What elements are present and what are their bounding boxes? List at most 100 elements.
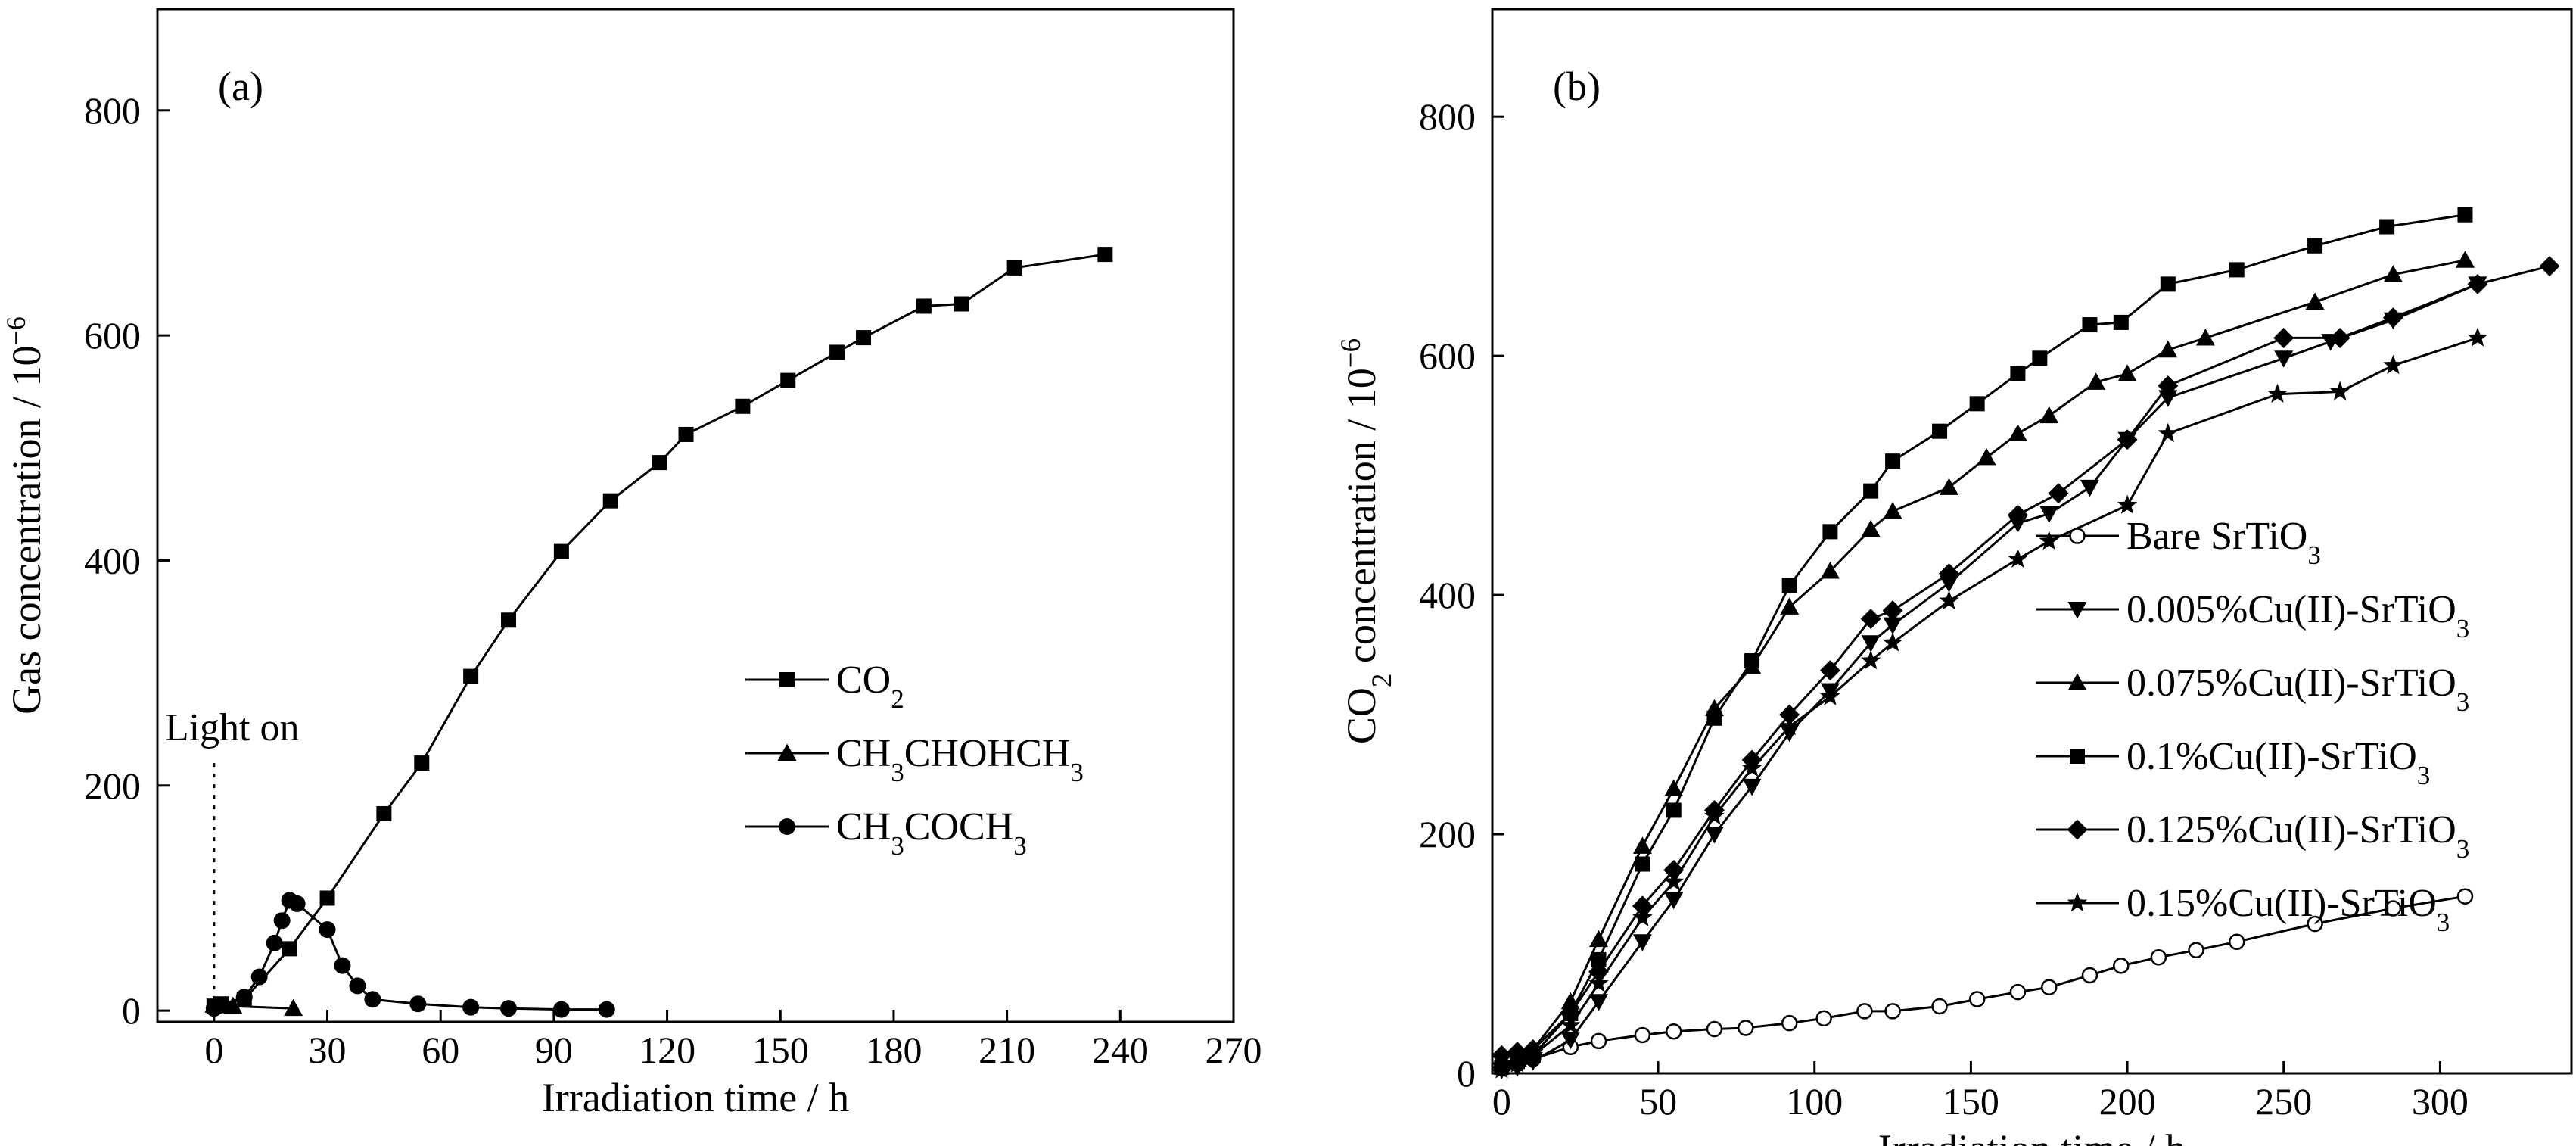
data-point <box>1560 1032 1580 1050</box>
x-tick-label: 50 <box>1639 1080 1677 1123</box>
data-point <box>1939 478 1958 495</box>
legend: CO2 CH3CHOHCH3 CH3COCH3 <box>745 659 1084 861</box>
data-point <box>2379 219 2395 235</box>
legend-marker <box>779 672 795 687</box>
data-point <box>282 941 297 957</box>
data-point <box>319 890 335 906</box>
y-axis-title: Gas concentration / 10−6 <box>1 316 49 715</box>
chart-panel-b: 0 50 100 150 200 250 300 0 200 400 600 800 Irradiati… <box>1336 8 2573 1146</box>
data-point <box>1632 907 1653 926</box>
data-point <box>2195 328 2215 346</box>
data-point <box>1006 260 1022 276</box>
data-point <box>1883 502 1902 519</box>
plot-frame <box>156 8 1235 1023</box>
data-point <box>349 977 366 995</box>
data-point <box>1884 1003 1901 1020</box>
x-tick-label: 100 <box>1786 1080 1843 1123</box>
data-point <box>2382 307 2403 329</box>
data-point <box>2160 276 2176 292</box>
x-tick-label: 210 <box>978 1029 1035 1071</box>
data-point <box>598 1001 615 1018</box>
data-point <box>2455 251 2475 268</box>
data-point <box>1779 704 1800 725</box>
data-point <box>2467 273 2488 294</box>
data-point <box>1781 578 1797 593</box>
series-line <box>1501 259 2466 1065</box>
legend-label: CH3CHOHCH3 <box>836 732 1084 787</box>
data-point <box>2228 933 2245 950</box>
x-tick-label: 60 <box>422 1029 459 1071</box>
data-point <box>954 296 969 312</box>
x-tick-label: 90 <box>535 1029 573 1071</box>
legend-marker <box>2067 673 2087 690</box>
data-point <box>1663 871 1684 891</box>
data-point <box>1491 1045 1512 1066</box>
data-point <box>2158 422 2179 443</box>
x-axis-title: Irradiation time / h <box>542 1075 849 1120</box>
data-point <box>1634 1026 1651 1044</box>
data-point <box>1779 715 1800 736</box>
chart-panel-a: 0 30 60 90 120 150 180 210 240 270 0 200 400 600 800 Ir… <box>1 8 1262 1120</box>
x-tick-label: 30 <box>309 1029 347 1071</box>
data-point <box>2307 238 2323 254</box>
legend-label: CO2 <box>836 659 904 714</box>
data-point <box>1969 396 1985 412</box>
y-tick-label: 0 <box>1457 1052 1476 1095</box>
x-tick-label: 0 <box>1492 1080 1511 1123</box>
legend-marker <box>2067 602 2087 619</box>
data-point <box>2032 350 2048 366</box>
data-point <box>1738 1020 1754 1036</box>
data-point <box>1706 710 1722 726</box>
data-point <box>250 968 268 986</box>
legend-label: CH3COCH3 <box>836 805 1027 861</box>
data-point <box>2158 340 2178 358</box>
data-point <box>1860 609 1881 630</box>
y-tick-label: 0 <box>122 989 141 1032</box>
data-point <box>1939 590 1959 610</box>
data-point <box>2007 504 2028 525</box>
data-point <box>1861 635 1881 652</box>
data-point <box>1815 1010 1832 1027</box>
data-point <box>1632 934 1652 951</box>
data-point <box>1883 617 1902 635</box>
series-co2 <box>206 247 1113 1014</box>
x-tick-label: 300 <box>2412 1080 2469 1123</box>
data-point <box>2113 314 2129 330</box>
data-point <box>1492 1059 1512 1079</box>
data-point <box>2274 350 2294 368</box>
data-point <box>288 895 306 912</box>
series-line <box>213 898 607 1011</box>
data-point <box>364 991 381 1008</box>
y-tick-label: 400 <box>84 539 141 581</box>
series-0-125-cu-ii-srtio3 <box>1491 256 2560 1066</box>
data-point <box>2329 381 2350 400</box>
series-line <box>1501 265 2550 1057</box>
x-tick-label: 200 <box>2099 1080 2156 1123</box>
data-point <box>2385 900 2402 917</box>
data-point <box>1704 827 1724 844</box>
data-point <box>2082 317 2098 333</box>
data-point <box>501 612 517 628</box>
data-point <box>273 912 291 930</box>
legend-label: 0.005%Cu(II)-SrTiO3 <box>2126 588 2469 643</box>
series-ch3coch3 <box>205 892 615 1018</box>
panel-label: (a) <box>218 64 263 109</box>
data-point <box>602 493 618 509</box>
data-point <box>1560 1014 1581 1035</box>
legend-label: 0.075%Cu(II)-SrTiO3 <box>2126 662 2469 717</box>
data-point <box>1781 1014 1798 1032</box>
data-point <box>2158 390 2178 407</box>
data-point <box>2150 949 2167 966</box>
data-point <box>334 957 351 974</box>
series-0-15-cu-ii-srtio3 <box>1492 327 2488 1079</box>
data-point <box>2008 424 2027 441</box>
x-tick-label: 240 <box>1092 1029 1149 1071</box>
x-tick-label: 250 <box>2255 1080 2312 1123</box>
y-tick-label: 800 <box>1419 95 1476 138</box>
data-point <box>2117 494 2138 514</box>
data-point <box>1882 600 1903 621</box>
legend-label: 0.15%Cu(II)-SrTiO3 <box>2126 882 2450 937</box>
x-axis-title: Irradiation time / h <box>1878 1126 2186 1146</box>
data-point <box>735 398 751 414</box>
data-point <box>284 998 303 1017</box>
